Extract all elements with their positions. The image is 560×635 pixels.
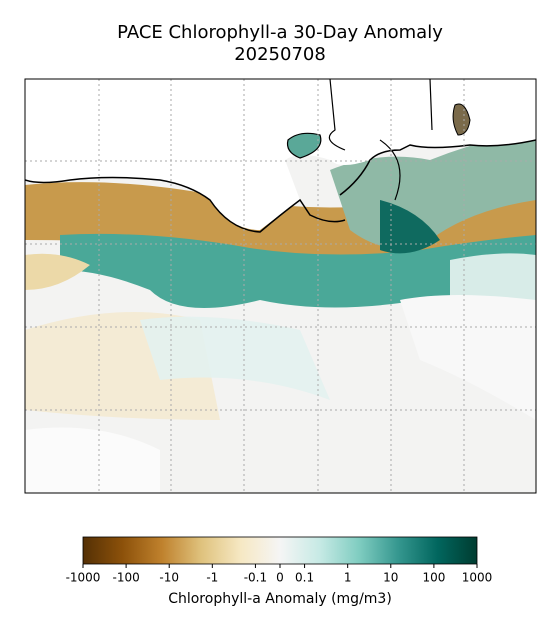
colorbar-tick-label: -100 [112,571,139,585]
map-image [25,79,536,493]
chart-title: PACE Chlorophyll-a 30-Day Anomaly [117,22,443,43]
colorbar-label: Chlorophyll-a Anomaly (mg/m3) [168,591,392,607]
colorbar-tick-label: -10 [159,571,179,585]
colorbar-tick-label: 0.1 [295,571,314,585]
colorbar [82,536,478,565]
colorbar-tick-label: -1000 [66,571,101,585]
chart-subtitle: 20250708 [234,44,326,65]
map-frame [24,78,537,494]
colorbar-tick-label: -1 [206,571,218,585]
colorbar-tick-label: -0.1 [244,571,267,585]
colorbar-tick-label: 1000 [462,571,493,585]
colorbar-tick-label: 100 [422,571,445,585]
colorbar-tick-label: 0 [276,571,284,585]
colorbar-tick-label: 10 [383,571,398,585]
colorbar-tick-label: 1 [344,571,352,585]
